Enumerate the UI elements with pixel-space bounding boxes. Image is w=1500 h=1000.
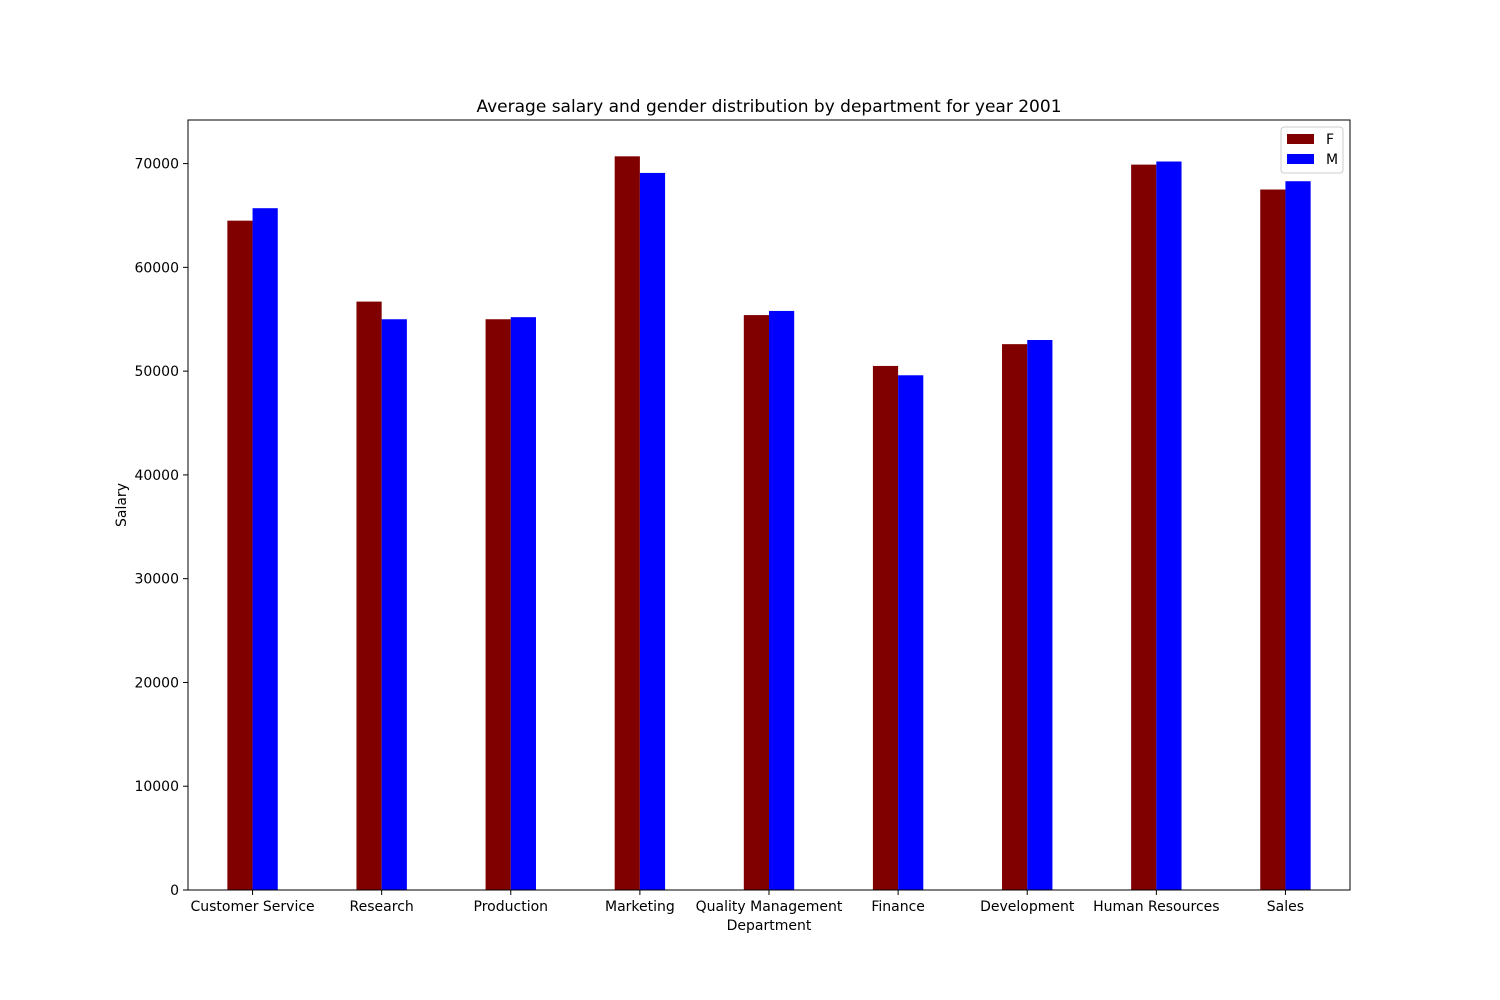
y-tick-label: 50000 (134, 364, 179, 380)
y-axis-ticks: 0 10000 20000 30000 40000 50000 60000 70000 (134, 157, 188, 899)
bar-m-marketing (639, 172, 666, 891)
legend-label-m: M (1326, 152, 1338, 168)
y-tick-label: 10000 (134, 779, 179, 795)
bar-f-marketing (614, 156, 640, 890)
legend-label-f: F (1326, 132, 1334, 148)
bar-m-development (1027, 340, 1053, 890)
legend-swatch-f (1287, 134, 1314, 144)
y-tick-label: 20000 (134, 675, 179, 691)
bar-m-human-resources (1156, 161, 1182, 890)
legend: F M (1280, 126, 1344, 174)
bar-m-quality-management (769, 310, 795, 890)
bar-f-production (485, 319, 511, 890)
x-tick-label-sales: Sales (1267, 899, 1304, 915)
bar-f-development (1002, 344, 1028, 890)
bar-f-finance (872, 365, 899, 890)
bar-f-human-resources (1131, 164, 1157, 890)
x-tick-label-marketing: Marketing (605, 899, 675, 915)
x-axis-label: Department (727, 918, 812, 934)
bar-m-customer-service (252, 208, 278, 890)
bar-m-finance (898, 375, 924, 890)
x-axis-ticks: Customer Service Research Production Market… (190, 890, 1304, 915)
x-tick-label-customer-service: Customer Service (190, 899, 314, 915)
y-tick-label: 40000 (134, 468, 179, 484)
y-tick-label: 0 (170, 883, 179, 899)
y-axis-label: Salary (114, 483, 130, 527)
chart-title: Average salary and gender distribution b… (476, 97, 1061, 117)
bars-layer (227, 156, 1311, 891)
x-tick-label-research: Research (350, 899, 414, 915)
plot-area-frame (187, 119, 1351, 891)
bar-m-production (510, 317, 536, 890)
bar-f-quality-management (743, 315, 769, 891)
bar-m-research (381, 319, 407, 890)
y-tick-label: 60000 (134, 260, 179, 276)
x-tick-label-finance: Finance (871, 899, 925, 915)
x-tick-label-quality-management: Quality Management (696, 899, 843, 915)
y-tick-label: 70000 (134, 157, 179, 173)
bar-f-sales (1260, 189, 1286, 890)
y-tick-label: 30000 (134, 572, 179, 588)
x-tick-label-human-resources: Human Resources (1093, 899, 1219, 915)
x-tick-label-development: Development (980, 899, 1075, 915)
x-tick-label-production: Production (474, 899, 548, 915)
bar-m-sales (1285, 181, 1311, 891)
bar-f-research (356, 301, 382, 891)
bar-f-customer-service (227, 220, 253, 890)
legend-swatch-m (1287, 154, 1314, 164)
